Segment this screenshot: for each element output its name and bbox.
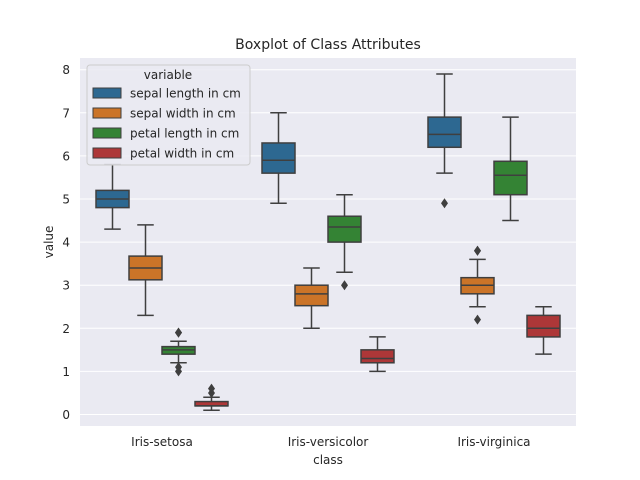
legend-label: sepal width in cm bbox=[130, 107, 236, 121]
outlier-marker bbox=[441, 198, 448, 209]
iqr-box bbox=[360, 349, 395, 364]
legend-swatch bbox=[92, 127, 122, 139]
y-tick-label: 0 bbox=[62, 408, 70, 422]
iqr-box bbox=[327, 215, 362, 243]
outlier-marker bbox=[175, 362, 182, 373]
y-tick-label: 4 bbox=[62, 236, 70, 250]
box-group bbox=[460, 245, 495, 325]
iqr-box bbox=[493, 160, 528, 196]
legend-swatch bbox=[92, 107, 122, 119]
box-group bbox=[294, 267, 329, 330]
y-tick-label: 5 bbox=[62, 193, 70, 207]
box-group bbox=[261, 112, 296, 205]
x-axis-label: class bbox=[313, 453, 343, 467]
outlier-marker bbox=[208, 383, 215, 394]
chart-title: Boxplot of Class Attributes bbox=[235, 37, 421, 53]
iqr-box bbox=[427, 116, 462, 149]
y-tick-label: 8 bbox=[62, 63, 70, 77]
iqr-box bbox=[294, 284, 329, 307]
box-group bbox=[194, 383, 229, 411]
x-tick-label: Iris-setosa bbox=[131, 435, 193, 449]
legend-label: petal length in cm bbox=[130, 127, 239, 141]
box-groups bbox=[95, 73, 561, 411]
outlier-marker bbox=[474, 314, 481, 325]
legend-title: variable bbox=[144, 68, 192, 82]
y-tick-label: 6 bbox=[62, 149, 70, 163]
box-group bbox=[526, 306, 561, 355]
legend-frame bbox=[86, 64, 251, 166]
outlier-marker bbox=[341, 280, 348, 291]
x-tick-label: Iris-virginica bbox=[457, 435, 530, 449]
iqr-box bbox=[526, 314, 561, 338]
box-group bbox=[128, 224, 163, 317]
outlier-marker bbox=[474, 245, 481, 256]
x-tick-label: Iris-versicolor bbox=[288, 435, 369, 449]
outlier-marker bbox=[175, 327, 182, 338]
y-tick-label: 3 bbox=[62, 279, 70, 293]
legend-label: petal width in cm bbox=[130, 147, 234, 161]
y-axis-label: value bbox=[42, 226, 56, 259]
legend-swatch bbox=[92, 147, 122, 159]
box-group bbox=[360, 336, 395, 373]
legend-label: sepal length in cm bbox=[130, 87, 241, 101]
y-tick-label: 7 bbox=[62, 106, 70, 120]
legend-items: sepal length in cm sepal width in cm petal… bbox=[92, 87, 241, 161]
x-axis-ticks: Iris-setosa Iris-versicolor Iris-virginica bbox=[131, 435, 530, 449]
box-group bbox=[493, 116, 528, 222]
box-group bbox=[427, 73, 462, 209]
box-group bbox=[161, 327, 196, 377]
box-group bbox=[327, 193, 362, 291]
iqr-box bbox=[261, 142, 296, 174]
legend-swatch bbox=[92, 87, 122, 99]
y-tick-label: 2 bbox=[62, 322, 70, 336]
y-axis-ticks: 0 1 2 3 4 5 6 7 8 bbox=[62, 63, 70, 422]
legend: variable sepal length in cm sepal width i… bbox=[86, 64, 251, 166]
y-tick-label: 1 bbox=[62, 365, 70, 379]
